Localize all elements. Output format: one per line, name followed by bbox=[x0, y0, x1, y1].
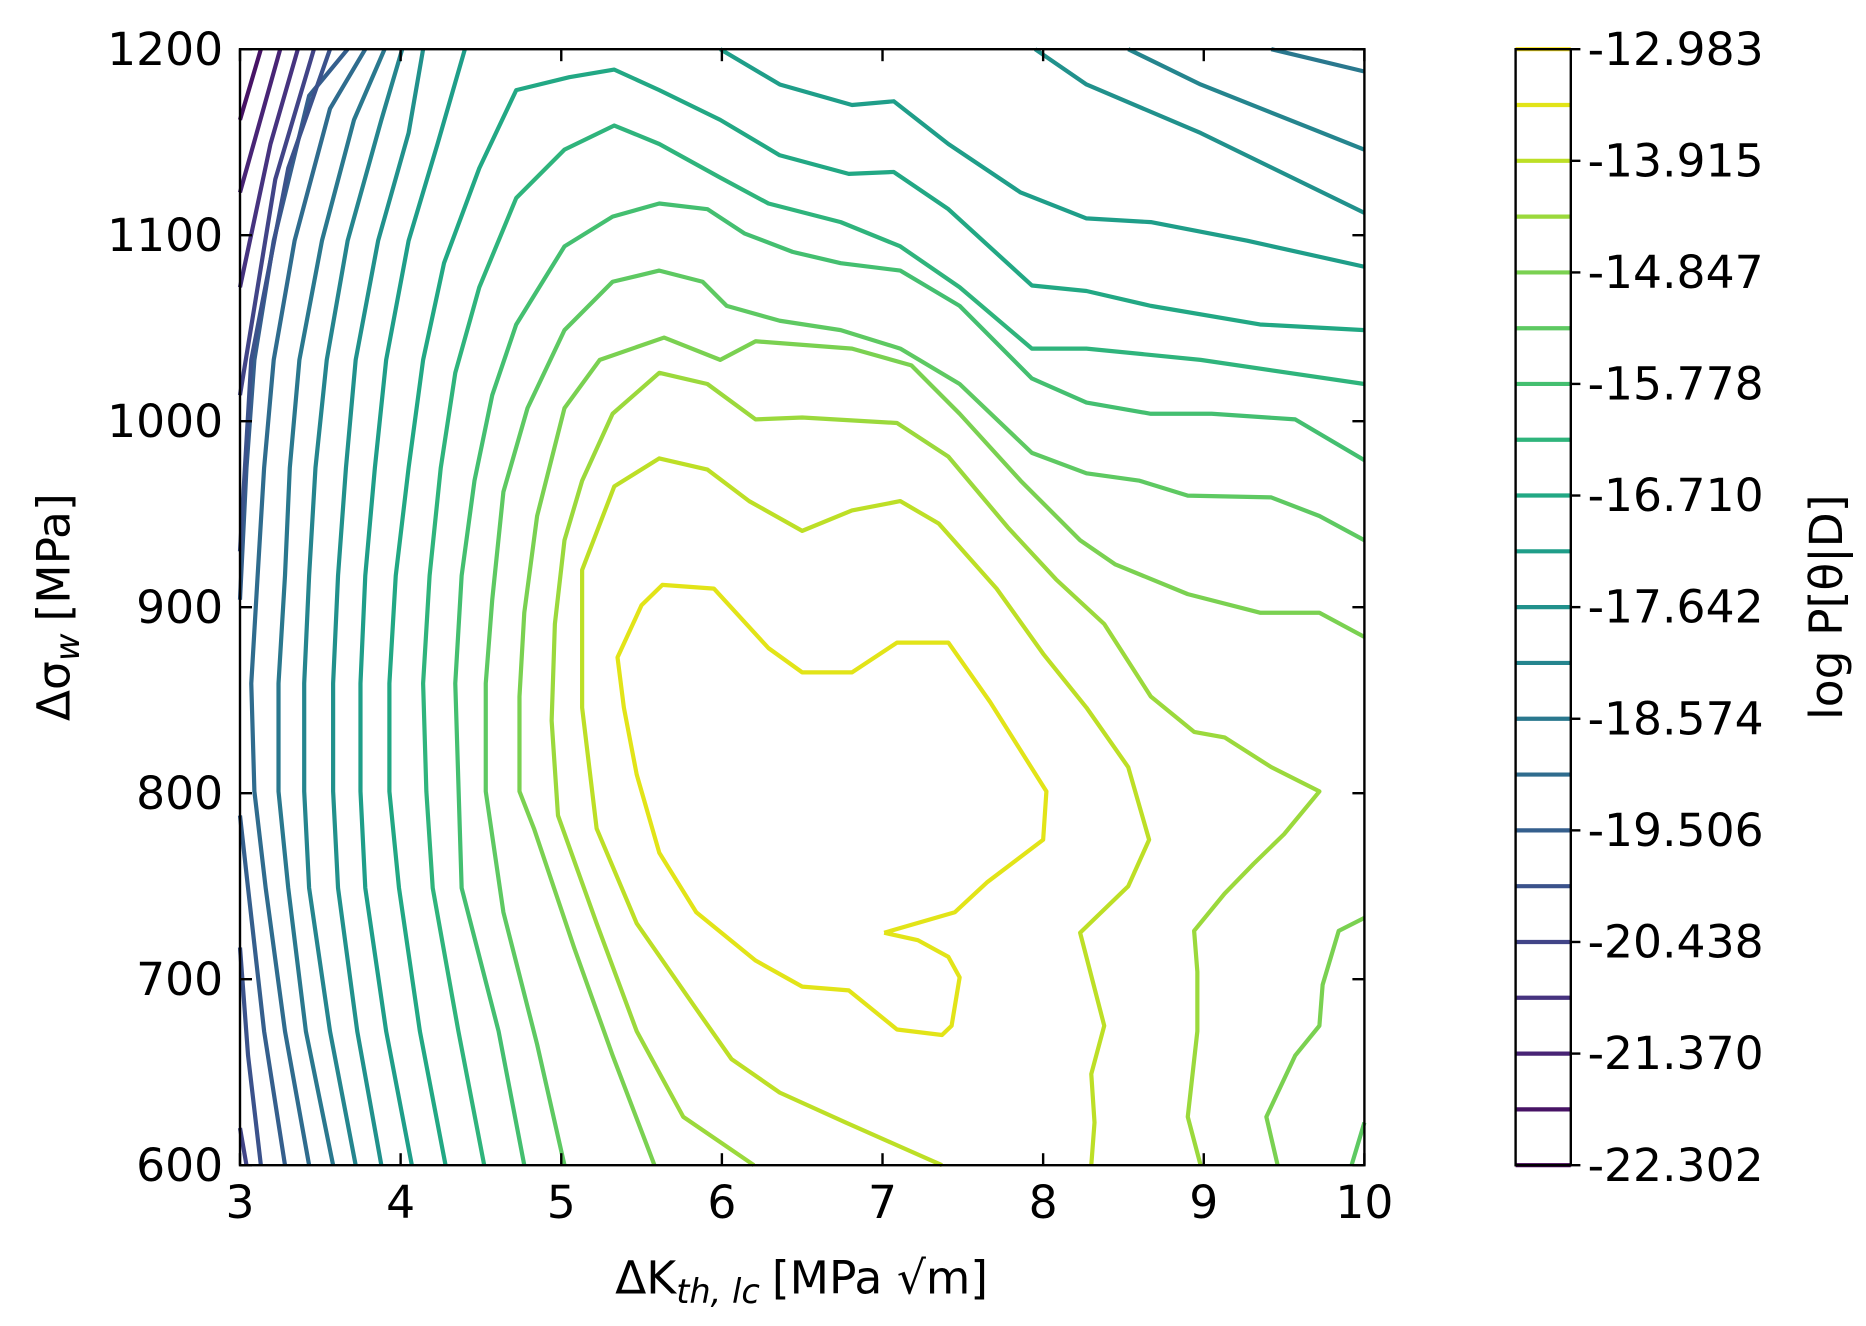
contour-line bbox=[302, 47, 1366, 1166]
x-axis-label: ΔKth, lc [MPa √m] bbox=[615, 1252, 988, 1312]
y-tick-label: 1100 bbox=[107, 209, 223, 262]
contour-line bbox=[331, 47, 1366, 1166]
colorbar-label: log P[θ|D] bbox=[1800, 494, 1854, 719]
contour-line bbox=[249, 48, 368, 1166]
contour-line bbox=[615, 582, 1049, 1038]
y-label-unit: [MPa] bbox=[28, 493, 81, 621]
colorbar-tick-label: -19.506 bbox=[1588, 804, 1764, 857]
contour-line bbox=[237, 48, 283, 194]
contour-line bbox=[358, 47, 1365, 1166]
colorbar-tick-label: -13.915 bbox=[1588, 134, 1764, 187]
contour-line bbox=[453, 201, 1366, 1166]
contour-line bbox=[237, 48, 263, 121]
y-label-sub: w bbox=[48, 633, 87, 661]
x-label-unit: [MPa √m] bbox=[772, 1252, 988, 1305]
x-tick-label: 8 bbox=[1029, 1176, 1058, 1229]
contour-line bbox=[387, 67, 1365, 1166]
x-tick-label: 5 bbox=[547, 1176, 576, 1229]
y-axis-label: Δσw [MPa] bbox=[28, 493, 88, 721]
colorbar-tick-label: -14.847 bbox=[1588, 246, 1764, 299]
y-tick-label: 1000 bbox=[107, 395, 223, 448]
contour-line bbox=[237, 48, 332, 1166]
x-tick-label: 9 bbox=[1189, 1176, 1218, 1229]
y-tick-label: 900 bbox=[136, 581, 223, 634]
colorbar-tick-label: -17.642 bbox=[1588, 581, 1764, 634]
contour-line bbox=[580, 456, 1152, 1168]
colorbar-tick-label: -18.574 bbox=[1588, 692, 1764, 745]
colorbar-tick-label: -12.983 bbox=[1588, 23, 1764, 76]
contour-line bbox=[517, 335, 1366, 1166]
y-tick-label: 700 bbox=[136, 953, 223, 1006]
contour-line bbox=[549, 370, 1322, 1167]
x-tick-label: 10 bbox=[1335, 1176, 1393, 1229]
colorbar-tick-label: -20.438 bbox=[1588, 916, 1764, 969]
colorbar-tick-label: -16.710 bbox=[1588, 469, 1764, 522]
x-tick-label: 3 bbox=[225, 1176, 254, 1229]
y-tick-label: 600 bbox=[136, 1139, 223, 1192]
x-tick-label: 4 bbox=[386, 1176, 415, 1229]
x-label-base: ΔK bbox=[615, 1252, 677, 1305]
x-tick-label: 7 bbox=[868, 1176, 897, 1229]
contour-line bbox=[421, 123, 1365, 1166]
contour-line bbox=[237, 48, 300, 288]
y-tick-label: 1200 bbox=[107, 23, 223, 76]
colorbar-tick-label: -15.778 bbox=[1588, 358, 1764, 411]
y-label-base: Δσ bbox=[28, 661, 81, 721]
contour-line bbox=[483, 268, 1367, 1166]
y-tick-label: 800 bbox=[136, 767, 223, 820]
x-label-sub: th, lc bbox=[676, 1272, 760, 1311]
colorbar-tick-label: -22.302 bbox=[1588, 1139, 1764, 1192]
colorbar-tick-label: -21.370 bbox=[1588, 1027, 1764, 1080]
contour-line bbox=[276, 47, 1365, 1166]
x-tick-label: 6 bbox=[707, 1176, 736, 1229]
